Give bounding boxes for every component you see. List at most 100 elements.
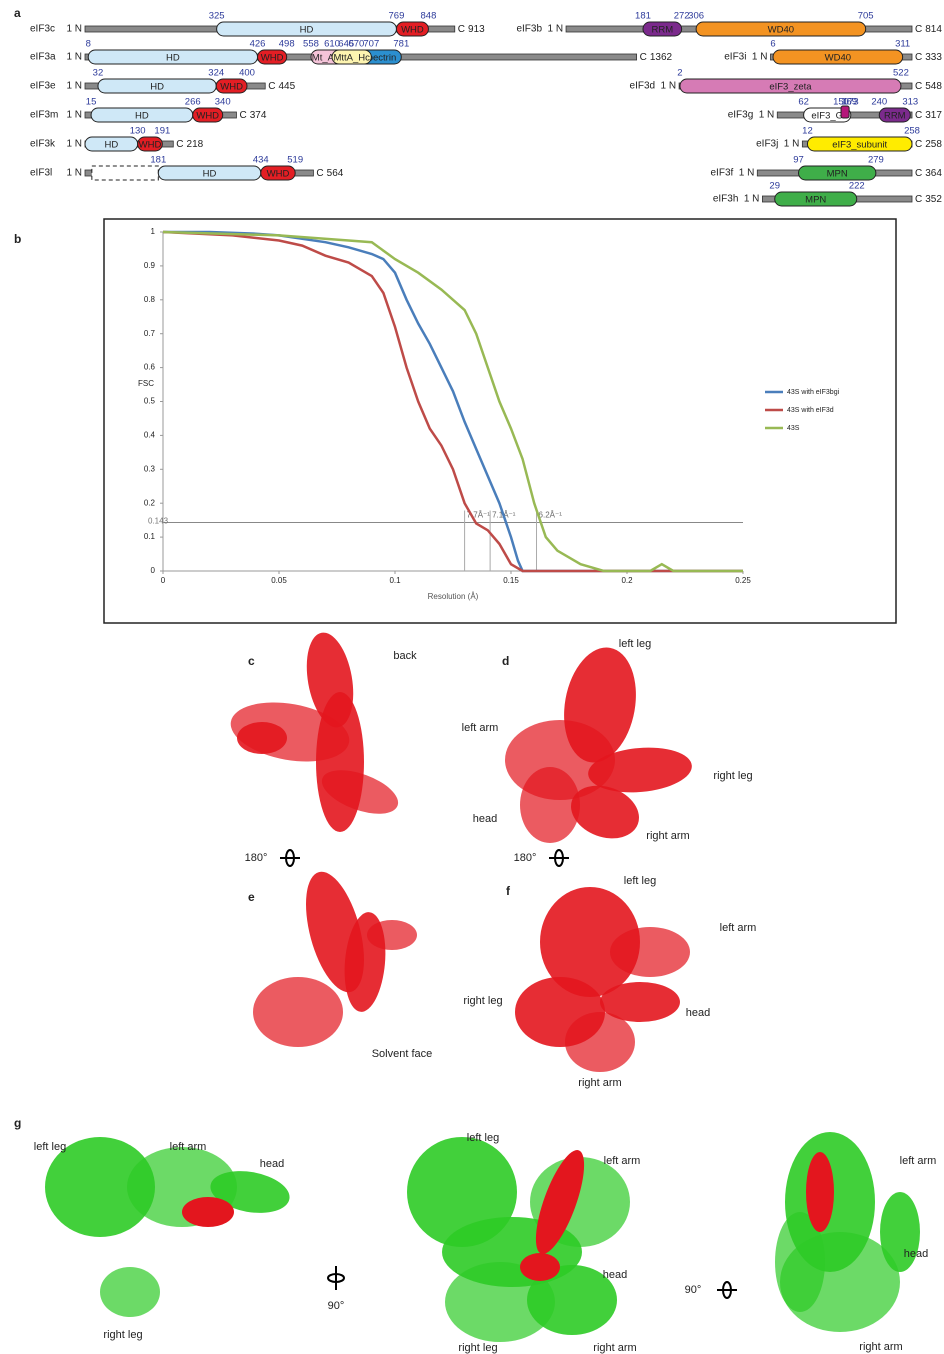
legend-label: 43S with eIF3bgi [787, 389, 840, 396]
protein-name: eIF3g [728, 110, 754, 121]
density-blob [571, 785, 639, 839]
c-terminus: C 564 [316, 168, 343, 179]
domain-start: 266 [185, 97, 201, 108]
domain-start: 325 [209, 11, 225, 22]
domain [803, 107, 852, 123]
domain-name: WHD [261, 53, 284, 64]
x-tick-label: 0.15 [503, 576, 519, 585]
highlight-blob [806, 1152, 834, 1232]
c-terminus: C 333 [915, 52, 942, 63]
c-label: C [915, 139, 922, 150]
domain-name: HD [135, 111, 149, 122]
domain-end: 519 [287, 155, 303, 166]
n-terminus: 1 N [66, 168, 82, 179]
region-label: right leg [713, 770, 752, 782]
domain-start: 324 [208, 68, 224, 79]
domain [257, 49, 288, 65]
region-label: right leg [103, 1329, 142, 1341]
highlight-blob [182, 1197, 234, 1227]
domain [215, 78, 248, 94]
density-blob [45, 1137, 155, 1237]
c-label: C [915, 110, 922, 121]
n-terminus: 1 N [784, 139, 800, 150]
length: 548 [925, 81, 942, 92]
length: 814 [925, 24, 942, 35]
x-tick-label: 0 [161, 576, 166, 585]
domain-start: 62 [798, 97, 809, 108]
c-terminus: C 374 [239, 110, 266, 121]
y-tick-label: 0.3 [144, 464, 156, 473]
region-label: left leg [619, 638, 651, 650]
region-label: right arm [859, 1341, 902, 1353]
density-map [407, 1137, 630, 1342]
y-tick-label: 0.9 [144, 261, 156, 270]
length: 445 [278, 81, 295, 92]
density-map [775, 1132, 920, 1332]
domain-start: 12 [802, 126, 813, 137]
length: 352 [925, 194, 942, 205]
y-tick-label: 1 [151, 227, 156, 236]
domain [772, 49, 904, 65]
n-terminus: 1 N [744, 194, 760, 205]
length: 364 [925, 168, 942, 179]
y-tick-label: 0.5 [144, 397, 156, 406]
domain-start: 32 [93, 68, 104, 79]
domain-start: 8 [86, 39, 91, 50]
domain [642, 21, 683, 37]
n-terminus: 1 N [66, 52, 82, 63]
n-terminus: 1 N [66, 110, 82, 121]
domain-name: HD [150, 82, 164, 93]
chart-frame [103, 218, 897, 624]
domain-name: WD40 [768, 25, 794, 36]
rotation-label: 90° [328, 1300, 345, 1312]
density-blob [775, 1212, 825, 1312]
domain-name: HD [300, 25, 314, 36]
region-label: right leg [458, 1342, 497, 1354]
x-axis-label: Resolution (Å) [428, 592, 479, 601]
domain-end: 279 [868, 155, 884, 166]
fsc-curve [162, 230, 743, 573]
c-terminus: C 548 [915, 81, 942, 92]
domain-end: 498 [279, 39, 295, 50]
domain-start: 434 [253, 155, 269, 166]
density-blob [445, 1262, 555, 1342]
protein-name: eIF3k [30, 139, 56, 150]
y-tick-label: 0 [151, 566, 156, 575]
domain-end: 222 [849, 181, 865, 192]
domain-name: Mt_ATP [312, 53, 346, 64]
c-label: C [316, 168, 323, 179]
length: 913 [468, 24, 485, 35]
domain [840, 105, 850, 119]
c-label: C [239, 110, 246, 121]
domain-start: 2 [677, 68, 682, 79]
region-label: left arm [604, 1155, 641, 1167]
protein-name: eIF3d [630, 81, 656, 92]
c-label: C [915, 168, 922, 179]
rotation-label: 90° [685, 1284, 702, 1296]
domain-end: 848 [421, 11, 437, 22]
length: 317 [925, 110, 942, 121]
domain-start: 97 [793, 155, 804, 166]
domain-end: 400 [239, 68, 255, 79]
domain-end: 781 [393, 39, 409, 50]
protein-name: eIF3m [30, 110, 58, 121]
c-terminus: C 364 [915, 168, 942, 179]
region-label: left leg [467, 1132, 499, 1144]
domain-end: 522 [893, 68, 909, 79]
protein-name: eIF3l [30, 168, 52, 179]
c-terminus: C 1362 [640, 52, 673, 63]
domain [695, 21, 867, 37]
density-blob [367, 920, 417, 950]
domain-name: eIF3_subunit [832, 140, 887, 151]
protein-name: eIF3f [711, 168, 734, 179]
region-label: head [686, 1007, 710, 1019]
domain-name: MttA_Hc [333, 53, 370, 64]
domain-start: 240 [871, 97, 887, 108]
region-label: back [393, 650, 417, 662]
region-label: left arm [900, 1155, 937, 1167]
region-label: head [260, 1158, 284, 1170]
n-terminus: 1 N [739, 168, 755, 179]
density-blob [540, 887, 640, 997]
density-blob [253, 977, 343, 1047]
